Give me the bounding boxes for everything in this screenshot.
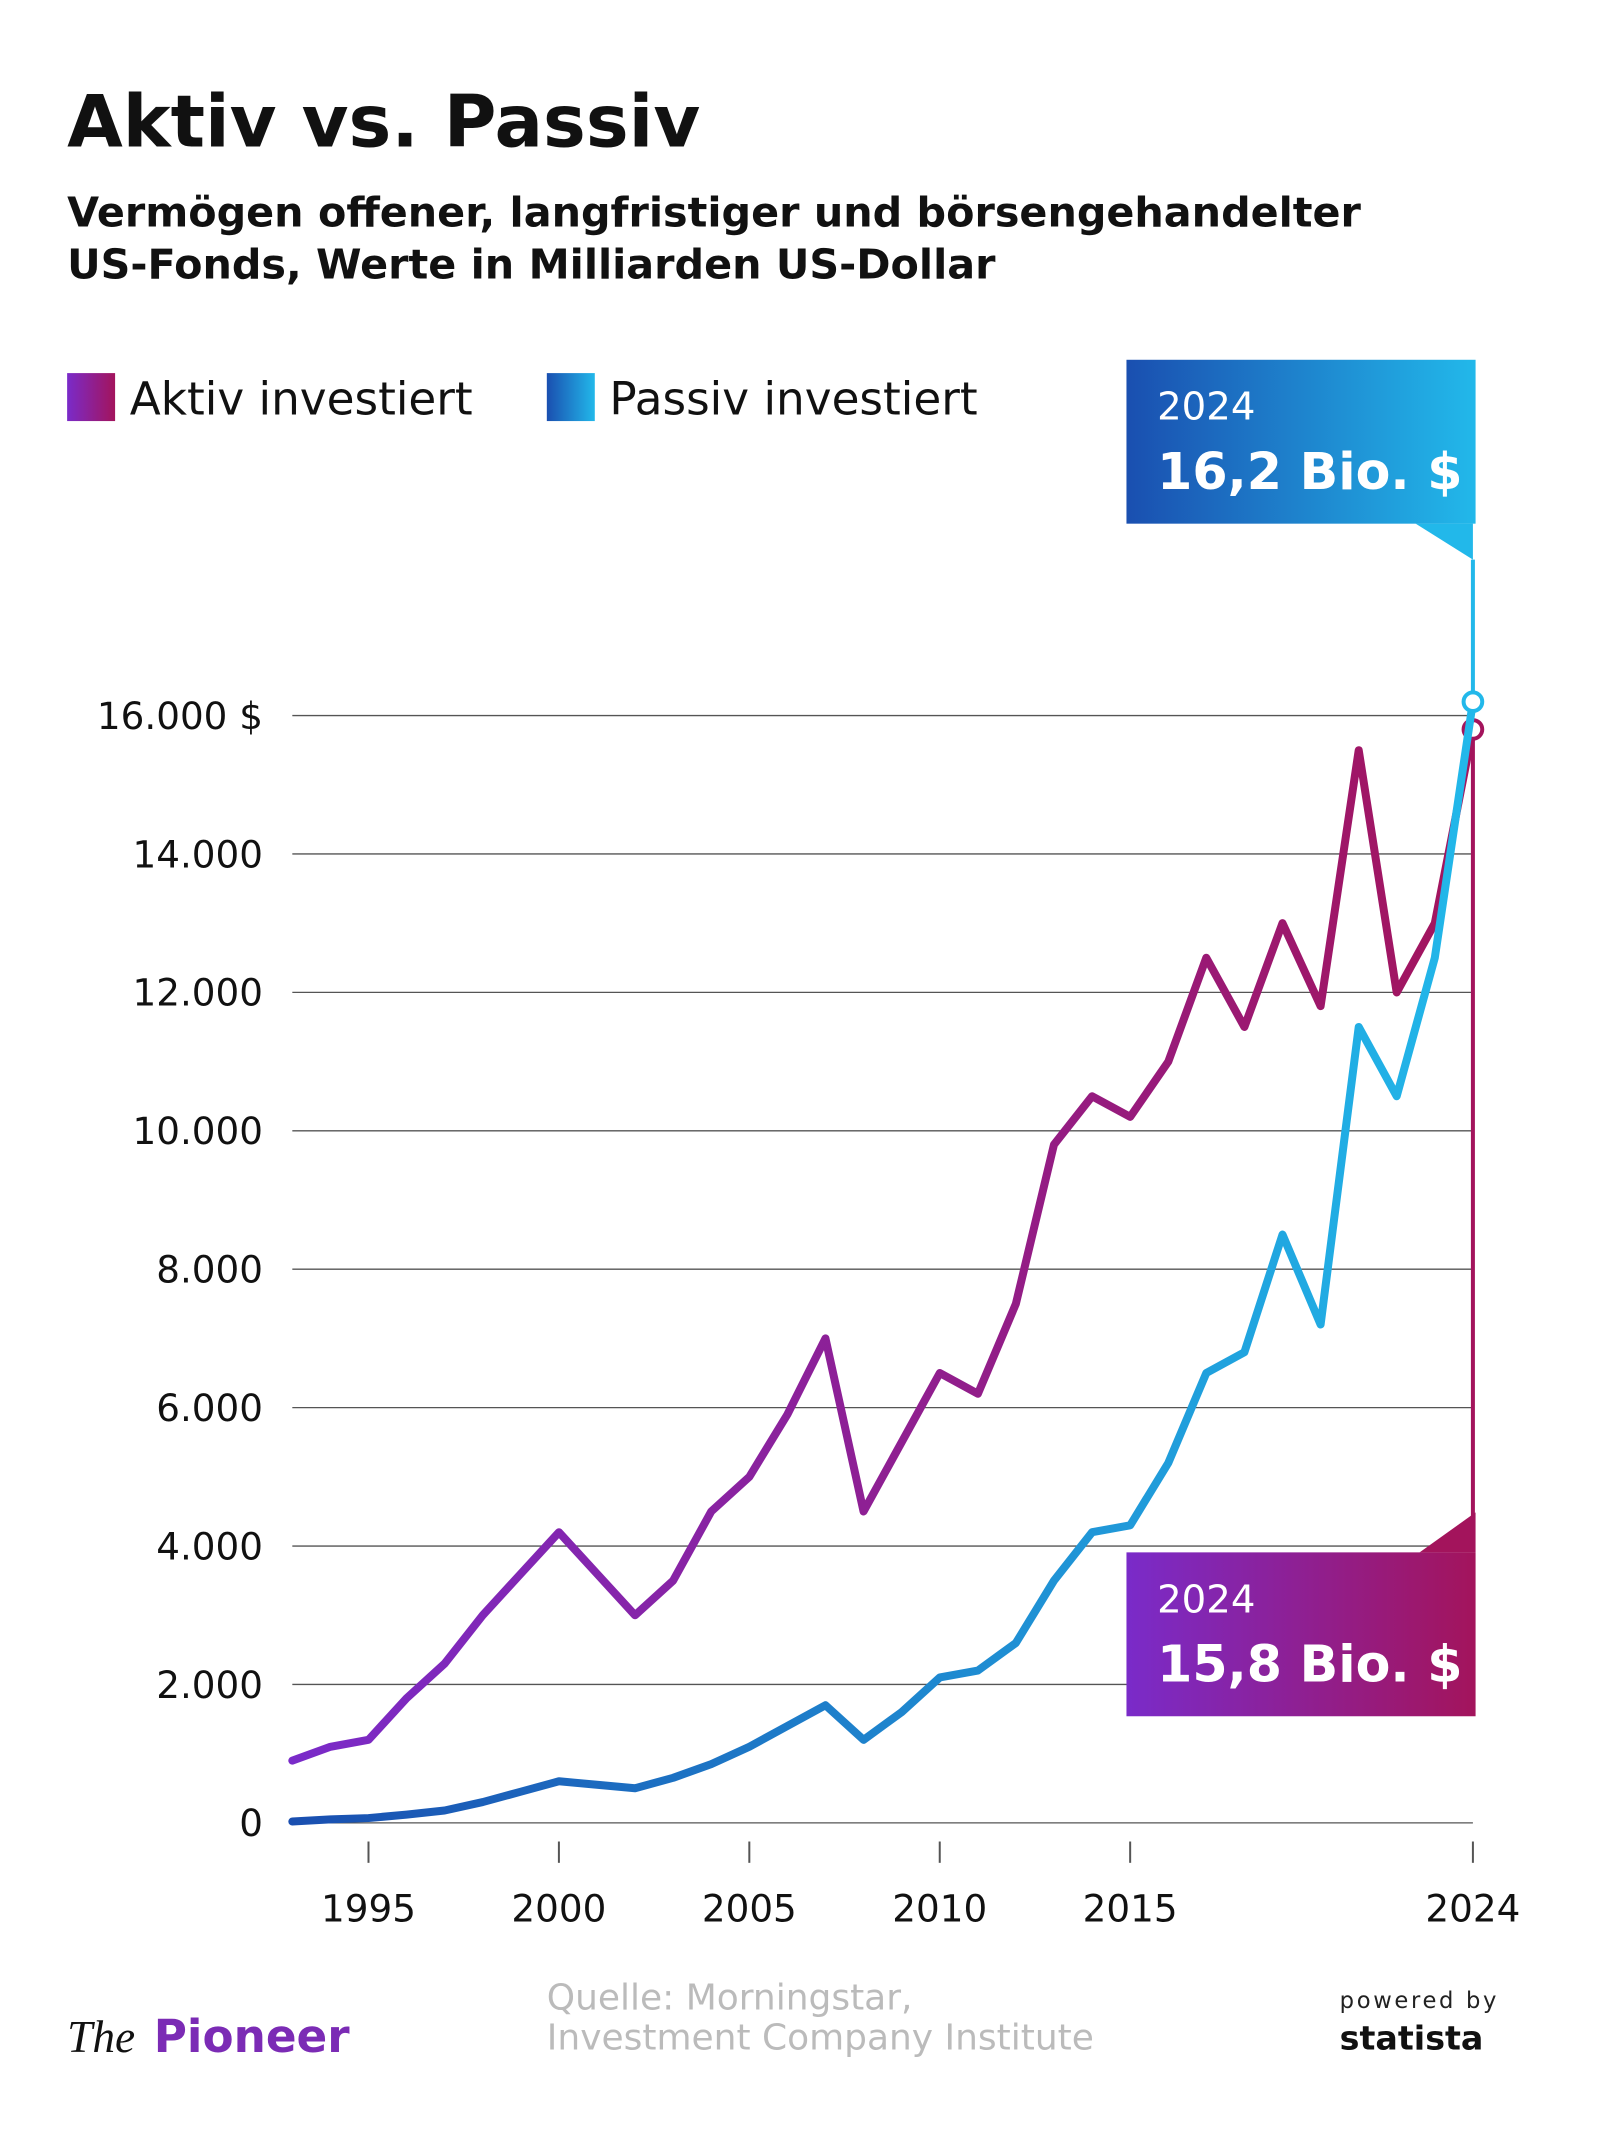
callout-box xyxy=(1126,1552,1476,1717)
subtitle: US-Fonds, Werte in Milliarden US-Dollar xyxy=(67,240,996,288)
y-tick-label: 2.000 xyxy=(156,1663,263,1707)
callout-year: 2024 xyxy=(1157,385,1255,430)
brand: Pioneer xyxy=(154,2010,351,2063)
statista: statista xyxy=(1340,2018,1484,2057)
title: Aktiv vs. Passiv xyxy=(67,80,700,164)
legend-swatch xyxy=(546,373,595,422)
x-tick-label: 2010 xyxy=(892,1886,987,1930)
x-tick-label: 2005 xyxy=(702,1886,797,1930)
y-tick-label: 8.000 xyxy=(156,1248,263,1292)
callout-tail xyxy=(1415,523,1473,560)
y-tick-label: 4.000 xyxy=(156,1524,263,1568)
subtitle: Vermögen offener, langfristiger und börs… xyxy=(67,189,1361,237)
x-tick-label: 2024 xyxy=(1425,1886,1520,1930)
y-tick-label: 10.000 xyxy=(132,1109,263,1153)
callout-box xyxy=(1126,359,1476,524)
callout-year: 2024 xyxy=(1157,1577,1255,1622)
end-marker xyxy=(1461,690,1485,714)
y-tick-label: 16.000 $ xyxy=(97,694,263,738)
series-line xyxy=(288,725,1477,1765)
callout-tail xyxy=(1419,1512,1476,1553)
legend-swatch xyxy=(67,373,116,422)
source: Quelle: Morningstar, xyxy=(547,1977,913,2018)
y-tick-label: 6.000 xyxy=(156,1386,263,1430)
series-line xyxy=(288,697,1477,1826)
y-tick-label: 0 xyxy=(239,1801,263,1845)
source: Investment Company Institute xyxy=(547,2017,1094,2058)
y-tick-label: 12.000 xyxy=(132,971,263,1015)
brand: The xyxy=(67,2012,135,2062)
powered-by: powered by xyxy=(1340,1988,1499,2014)
legend-label: Aktiv investiert xyxy=(130,372,473,425)
x-tick-label: 2000 xyxy=(511,1886,606,1930)
x-tick-label: 2015 xyxy=(1083,1886,1178,1930)
legend-label: Passiv investiert xyxy=(609,372,977,425)
x-tick-label: 1995 xyxy=(321,1886,416,1930)
callout-value: 15,8 Bio. $ xyxy=(1157,1635,1462,1694)
callout-value: 16,2 Bio. $ xyxy=(1157,442,1462,501)
y-tick-label: 14.000 xyxy=(132,832,263,876)
